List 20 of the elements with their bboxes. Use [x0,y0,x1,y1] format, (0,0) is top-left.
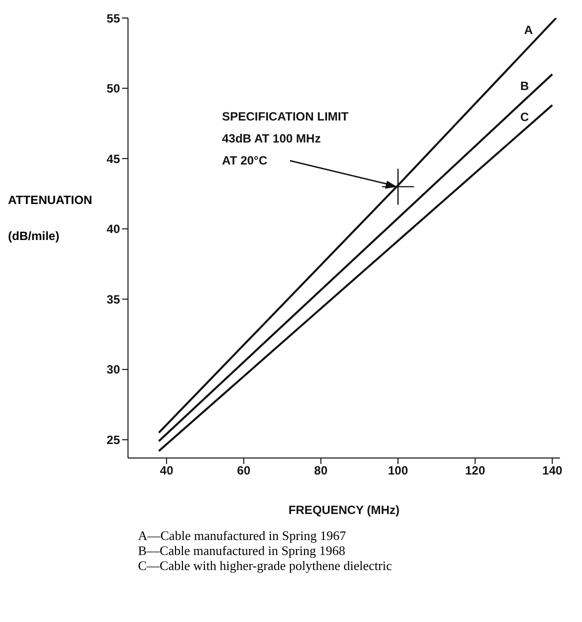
y-tick-label: 35 [106,292,120,306]
x-tick-label: 60 [237,464,251,478]
y-tick-label: 25 [106,432,120,447]
text: ATTENUATION (dB/mile) [8,193,92,243]
text: A—Cable manufactured in Spring 1967 B—Cable manufactured in Spring 1968 C—Cable with higher-grade polythene dielectric [138,528,393,573]
x-tick-label: 140 [542,464,563,478]
y-tick-label: 45 [106,152,120,166]
series-label: A [524,23,534,37]
y-tick-label: 50 [106,82,120,96]
x-tick-label: 100 [388,464,408,478]
x-tick-label: 120 [465,464,486,478]
series-label: C [520,110,530,124]
x-tick-label: 40 [160,464,174,478]
y-tick-label: 30 [106,362,120,377]
y-tick-label: 55 [106,11,120,26]
series-label: B [520,79,530,94]
x-tick-label: 80 [314,464,328,478]
x-axis-title: FREQUENCY (MHz) [288,503,400,517]
annotation: SPECIFICATION LIMIT 43dB AT 100 MHz AT 20°C [222,110,350,168]
y-tick-label: 40 [106,222,120,236]
